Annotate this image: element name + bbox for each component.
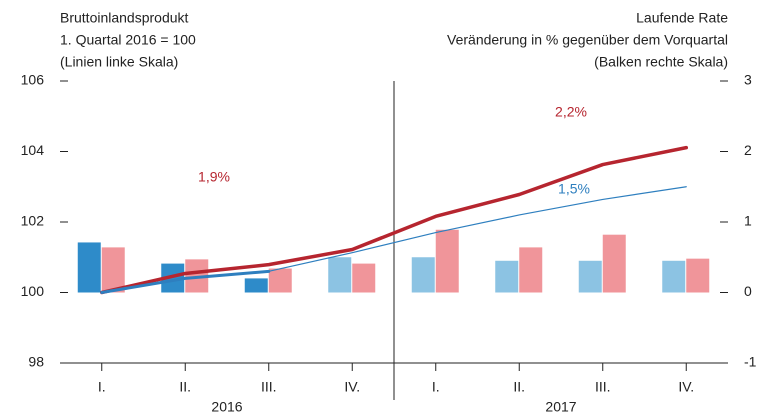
line [100, 269, 271, 294]
annotation: 1,9% [198, 169, 230, 185]
x-tick-label: III. [261, 379, 277, 395]
bar [662, 260, 686, 293]
bar [328, 257, 352, 293]
bar [244, 278, 268, 293]
bar [268, 268, 292, 293]
header-left: (Linien linke Skala) [60, 54, 178, 70]
bar [101, 247, 125, 293]
annotation: 1,5% [558, 181, 590, 197]
year-label: 2017 [545, 399, 576, 415]
y2-tick-label: -1 [744, 354, 757, 370]
bar [495, 260, 519, 293]
y-tick-label: 106 [21, 72, 45, 88]
y2-tick-label: 2 [744, 142, 752, 158]
x-tick-label: I. [432, 379, 440, 395]
year-label: 2016 [211, 399, 242, 415]
header-right: Laufende Rate [636, 10, 728, 26]
bar [578, 260, 602, 293]
line [100, 145, 688, 295]
x-tick-label: II. [179, 379, 191, 395]
bar [77, 242, 101, 293]
header-right: Veränderung in % gegenüber dem Vorquarta… [447, 32, 728, 48]
x-tick-label: IV. [678, 379, 694, 395]
header-left: 1. Quartal 2016 = 100 [60, 32, 196, 48]
y-tick-label: 100 [21, 283, 45, 299]
bar [602, 234, 626, 293]
x-tick-label: I. [98, 379, 106, 395]
bar [411, 257, 435, 293]
y2-tick-label: 3 [744, 72, 752, 88]
line [268, 186, 687, 272]
y2-tick-label: 1 [744, 213, 752, 229]
annotation: 2,2% [555, 104, 587, 120]
y2-tick-label: 0 [744, 283, 752, 299]
y-tick-label: 98 [28, 354, 44, 370]
y-tick-label: 104 [21, 142, 45, 158]
bar [686, 258, 710, 293]
y-tick-label: 102 [21, 213, 45, 229]
header-right: (Balken rechte Skala) [594, 54, 728, 70]
x-tick-label: II. [513, 379, 525, 395]
bar [352, 263, 376, 293]
bar [435, 229, 459, 293]
bar [519, 247, 543, 293]
x-tick-label: IV. [344, 379, 360, 395]
x-tick-label: III. [595, 379, 611, 395]
header-left: Bruttoinlandsprodukt [60, 10, 189, 26]
